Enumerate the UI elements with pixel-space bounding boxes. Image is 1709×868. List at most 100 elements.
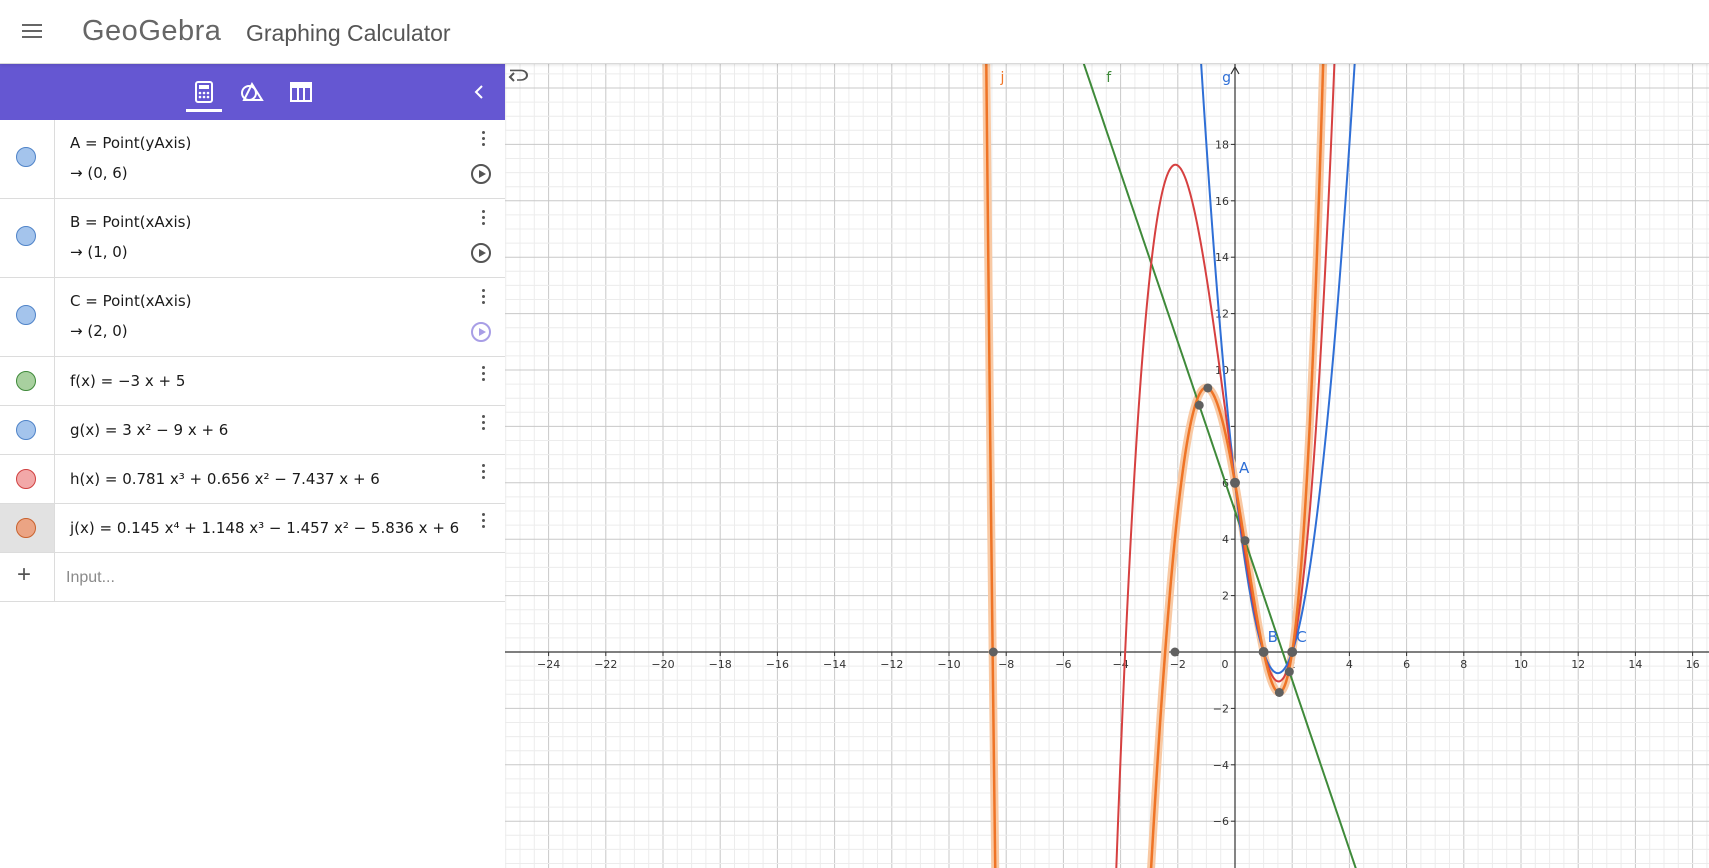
play-animation-icon[interactable] — [471, 164, 491, 184]
algebra-input-field[interactable] — [64, 553, 498, 603]
definition-text[interactable]: f(x) = −3 x + 5 — [70, 372, 186, 390]
tab-table[interactable] — [283, 72, 319, 112]
algebra-row-point-c[interactable]: C = Point(xAxis) → (2, 0) — [0, 278, 505, 357]
more-options-icon[interactable] — [473, 461, 493, 483]
more-options-icon[interactable] — [473, 412, 493, 434]
algebra-row-point-a[interactable]: A = Point(yAxis) → (0, 6) — [0, 120, 505, 199]
extremum-point[interactable] — [1274, 687, 1284, 697]
intersection-point[interactable] — [1284, 667, 1294, 677]
graph-canvas[interactable]: −24 −22 −20 −18 −16 −14 −12 −10 −8 −6 −4 −2 2 4 6 8 10 12… — [505, 64, 1709, 868]
function-f-curve[interactable] — [505, 64, 1709, 868]
point-c[interactable] — [1287, 647, 1298, 657]
algebra-row-function-j[interactable]: j(x) = 0.145 x⁴ + 1.148 x³ − 1.457 x² − … — [0, 504, 505, 553]
definition-text[interactable]: g(x) = 3 x² − 9 x + 6 — [70, 421, 229, 439]
value-text: → (1, 0) — [70, 243, 128, 261]
app-title: Graphing Calculator — [246, 20, 451, 46]
y-tick-label: 16 — [1215, 195, 1229, 208]
y-tick-label: −6 — [1213, 815, 1229, 828]
y-tick-label: 12 — [1215, 308, 1229, 321]
x-tick-label: 14 — [1628, 658, 1642, 671]
x-tick-label: 4 — [1346, 658, 1353, 671]
x-tick-label: −12 — [880, 658, 903, 671]
play-animation-icon[interactable] — [471, 322, 491, 342]
intersection-point[interactable] — [1170, 647, 1180, 657]
graphics-view[interactable]: −24 −22 −20 −18 −16 −14 −12 −10 −8 −6 −4 −2 2 4 6 8 10 12… — [505, 64, 1709, 868]
point-b[interactable] — [1258, 647, 1269, 657]
x-tick-label: −8 — [998, 658, 1014, 671]
y-axis-arrow-icon — [1230, 65, 1240, 75]
undo-icon[interactable] — [505, 64, 533, 92]
visibility-marble[interactable] — [16, 226, 36, 246]
value-text: → (0, 6) — [70, 164, 128, 182]
intersection-point[interactable] — [1240, 536, 1250, 546]
hamburger-menu-icon[interactable] — [18, 20, 48, 44]
more-options-icon[interactable] — [473, 510, 493, 532]
tab-algebra[interactable] — [186, 72, 222, 112]
x-tick-label: −2 — [1170, 658, 1186, 671]
x-tick-label: 16 — [1686, 658, 1700, 671]
intersection-point[interactable] — [1194, 400, 1204, 410]
marble-cell — [0, 199, 55, 277]
chevron-left-icon — [474, 85, 483, 99]
x-tick-label: −20 — [651, 658, 674, 671]
function-h-curve[interactable] — [1068, 64, 1382, 868]
definition-text[interactable]: B = Point(xAxis) — [70, 213, 192, 231]
y-tick-label: 2 — [1222, 590, 1229, 603]
plus-icon[interactable]: + — [17, 561, 32, 588]
algebra-row-function-h[interactable]: h(x) = 0.781 x³ + 0.656 x² − 7.437 x + 6 — [0, 455, 505, 504]
visibility-marble[interactable] — [16, 147, 36, 167]
algebra-row-point-b[interactable]: B = Point(xAxis) → (1, 0) — [0, 199, 505, 278]
more-options-icon[interactable] — [473, 286, 493, 308]
algebra-row-function-f[interactable]: f(x) = −3 x + 5 — [0, 357, 505, 406]
function-label-f: f — [1106, 70, 1112, 86]
visibility-marble[interactable] — [16, 305, 36, 325]
y-tick-label: 14 — [1215, 251, 1229, 264]
marble-cell — [0, 120, 55, 198]
algebra-input-row: + — [0, 553, 505, 603]
definition-text[interactable]: C = Point(xAxis) — [70, 292, 192, 310]
marble-cell — [0, 455, 55, 503]
tab-tools[interactable] — [234, 72, 270, 112]
point-label-c: C — [1296, 628, 1306, 646]
play-animation-icon[interactable] — [471, 243, 491, 263]
tools-shapes-icon — [241, 81, 264, 101]
collapse-sidebar-button[interactable] — [467, 80, 491, 104]
x-tick-label: 8 — [1460, 658, 1467, 671]
visibility-marble[interactable] — [16, 469, 36, 489]
visibility-marble[interactable] — [16, 518, 36, 538]
definition-text[interactable]: h(x) = 0.781 x³ + 0.656 x² − 7.437 x + 6 — [70, 470, 380, 488]
marble-cell: + — [0, 553, 55, 601]
y-tick-label: −2 — [1213, 702, 1229, 715]
function-label-j: j — [999, 70, 1004, 86]
more-options-icon[interactable] — [473, 128, 493, 150]
x-tick-label: 12 — [1571, 658, 1585, 671]
definition-text[interactable]: j(x) = 0.145 x⁴ + 1.148 x³ − 1.457 x² − … — [70, 519, 460, 537]
more-options-icon[interactable] — [473, 207, 493, 229]
visibility-marble[interactable] — [16, 371, 36, 391]
point-a[interactable] — [1230, 477, 1240, 488]
table-icon — [290, 82, 312, 102]
function-label-g: g — [1222, 70, 1231, 86]
function-g-curve[interactable] — [1120, 64, 1436, 675]
algebra-row-function-g[interactable]: g(x) = 3 x² − 9 x + 6 — [0, 406, 505, 455]
app-header: GeoGebra Graphing Calculator — [0, 0, 1709, 64]
origin-label: 0 — [1222, 658, 1229, 671]
marble-cell — [0, 357, 55, 405]
y-tick-label: 4 — [1222, 533, 1229, 546]
marble-cell — [0, 278, 55, 356]
y-tick-label: 10 — [1215, 364, 1229, 377]
more-options-icon[interactable] — [473, 363, 493, 385]
extremum-point[interactable] — [1203, 383, 1213, 393]
point-label-b: B — [1268, 628, 1278, 646]
definition-text[interactable]: A = Point(yAxis) — [70, 134, 192, 152]
marble-cell — [0, 406, 55, 454]
y-tick-label: −4 — [1213, 759, 1229, 772]
x-tick-label: −14 — [823, 658, 846, 671]
sidebar-toolbar — [0, 64, 505, 120]
x-tick-label: −10 — [937, 658, 960, 671]
intersection-point[interactable] — [988, 647, 998, 657]
visibility-marble[interactable] — [16, 420, 36, 440]
x-tick-label: 6 — [1403, 658, 1410, 671]
calculator-icon — [195, 81, 213, 103]
marble-cell — [0, 504, 55, 552]
